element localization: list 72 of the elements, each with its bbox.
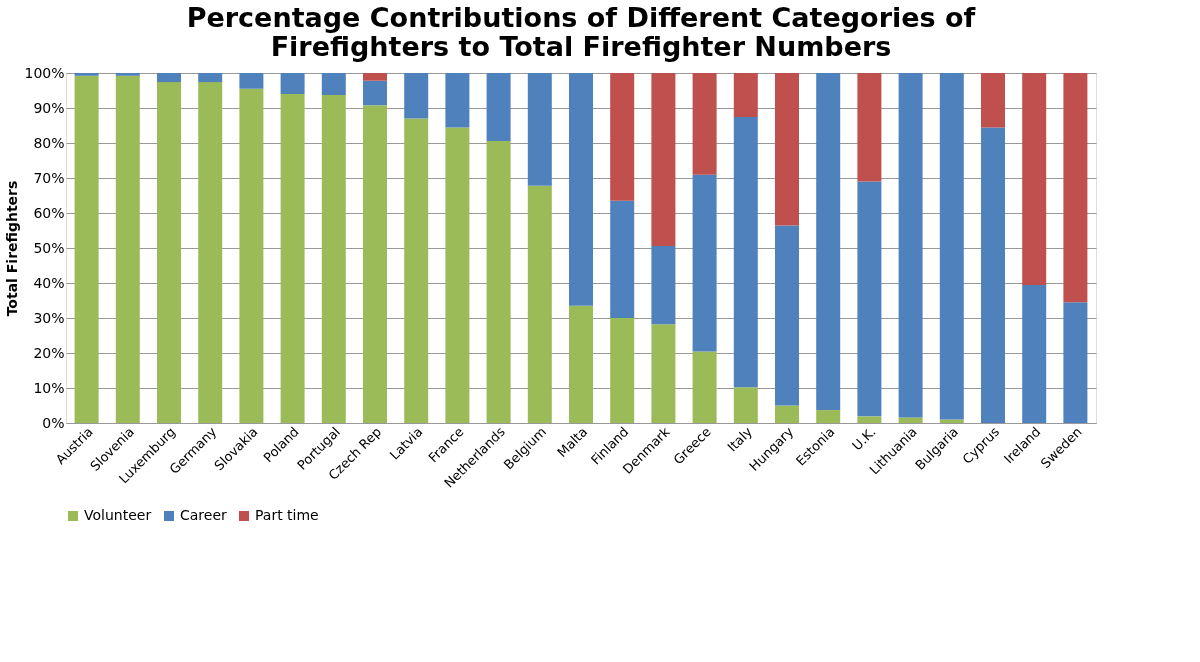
bar bbox=[115, 75, 140, 423]
bar bbox=[321, 95, 346, 423]
bar bbox=[939, 73, 964, 420]
bar bbox=[816, 73, 841, 411]
legend-label: Volunteer bbox=[84, 507, 152, 523]
bar bbox=[857, 416, 882, 423]
bar bbox=[157, 82, 181, 423]
bar bbox=[486, 140, 511, 423]
legend-label: Career bbox=[180, 507, 228, 523]
bar bbox=[445, 73, 470, 128]
bar bbox=[651, 324, 676, 423]
bar bbox=[1063, 302, 1088, 423]
bar bbox=[527, 73, 552, 186]
bar bbox=[1063, 73, 1088, 303]
bar bbox=[857, 73, 882, 182]
bar bbox=[692, 73, 717, 175]
bar bbox=[775, 225, 799, 406]
bar bbox=[74, 75, 99, 423]
y-tick-label: 10% bbox=[33, 379, 65, 396]
legend-label: Part time bbox=[255, 507, 319, 523]
bar bbox=[857, 181, 882, 417]
bar bbox=[404, 73, 429, 119]
y-tick-label: 80% bbox=[33, 134, 65, 151]
bar bbox=[733, 73, 758, 118]
bar bbox=[239, 88, 264, 423]
y-tick-label: 0% bbox=[42, 414, 65, 431]
y-axis-title: Total Firefighters bbox=[4, 180, 21, 317]
bar bbox=[898, 73, 923, 418]
bar bbox=[651, 245, 676, 325]
bar bbox=[363, 105, 387, 423]
bar bbox=[115, 73, 140, 76]
bar bbox=[321, 73, 346, 96]
bar bbox=[610, 73, 635, 201]
bar bbox=[74, 73, 99, 76]
bar bbox=[775, 73, 799, 226]
bar bbox=[527, 185, 552, 423]
bar bbox=[898, 417, 923, 423]
bar bbox=[651, 73, 676, 246]
bar bbox=[816, 410, 841, 423]
bar bbox=[445, 127, 470, 423]
y-tick-label: 40% bbox=[33, 274, 65, 291]
bar bbox=[363, 73, 387, 81]
y-tick-label: 60% bbox=[33, 204, 65, 221]
bar bbox=[1022, 73, 1047, 286]
bar bbox=[198, 82, 223, 423]
y-tick-label: 50% bbox=[33, 239, 65, 256]
y-tick-label: 100% bbox=[24, 64, 65, 81]
bar bbox=[363, 80, 387, 106]
bar bbox=[692, 351, 717, 423]
bar bbox=[733, 117, 758, 388]
bar bbox=[198, 73, 223, 83]
bar bbox=[280, 94, 305, 423]
bar bbox=[775, 405, 799, 423]
bar bbox=[981, 73, 1005, 128]
bar bbox=[610, 200, 635, 318]
y-tick-label: 90% bbox=[33, 99, 65, 116]
text: Percentage Contributions of Different Categories of bbox=[186, 2, 976, 33]
bar bbox=[569, 305, 593, 423]
bar bbox=[610, 318, 635, 423]
bar bbox=[280, 73, 305, 94]
bar bbox=[239, 73, 264, 89]
bar bbox=[692, 174, 717, 352]
bar bbox=[733, 387, 758, 423]
bar bbox=[486, 73, 511, 141]
bar bbox=[157, 73, 181, 83]
y-tick-label: 70% bbox=[33, 169, 65, 186]
bar bbox=[1022, 285, 1047, 423]
y-tick-label: 20% bbox=[33, 344, 65, 361]
bar bbox=[404, 118, 429, 423]
bar bbox=[569, 73, 593, 306]
bar bbox=[981, 127, 1005, 423]
y-tick-label: 30% bbox=[33, 309, 65, 326]
